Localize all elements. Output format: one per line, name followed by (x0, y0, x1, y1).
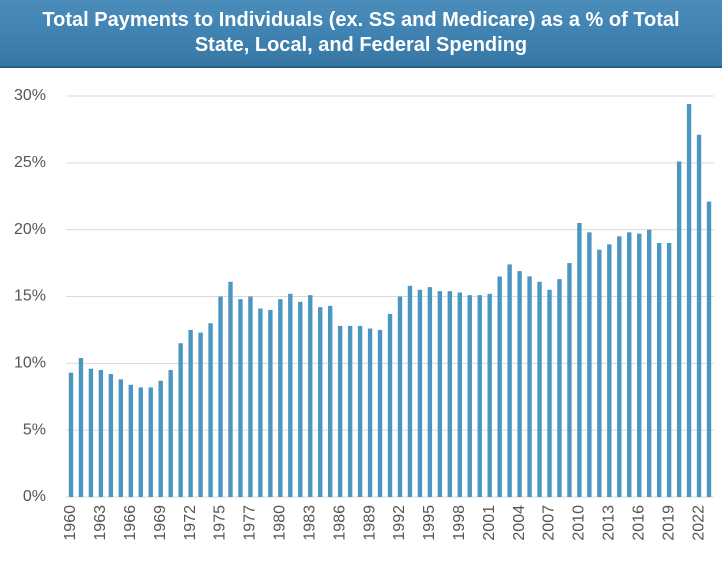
bar (318, 307, 323, 497)
bar (567, 263, 572, 497)
bar (706, 201, 712, 497)
x-tick-label: 2007 (541, 505, 558, 541)
x-tick-label: 1998 (451, 505, 468, 541)
x-tick-label: 2001 (481, 505, 498, 541)
bar (537, 281, 542, 497)
bar (298, 301, 303, 497)
bar (617, 236, 622, 497)
x-tick-label: 1992 (391, 505, 408, 541)
bar (676, 161, 682, 497)
x-tick-label: 1977 (242, 505, 259, 541)
y-tick-label: 10% (14, 355, 46, 372)
bar (656, 243, 662, 497)
x-tick-label: 1983 (301, 505, 318, 541)
x-tick-label: 2004 (511, 505, 528, 541)
x-tick-label: 1986 (331, 505, 348, 541)
y-tick-label: 30% (14, 87, 46, 104)
bar (407, 285, 413, 497)
x-tick-label: 2016 (630, 505, 647, 541)
bar (78, 357, 84, 497)
bar (397, 296, 403, 497)
bar (208, 323, 213, 497)
bar (148, 387, 153, 497)
bar (68, 372, 74, 497)
bar (118, 379, 124, 497)
bar (637, 233, 642, 497)
bar (178, 343, 183, 497)
bar (228, 281, 233, 497)
bar (248, 296, 253, 497)
bar (577, 222, 582, 497)
bar (527, 276, 532, 497)
bar (497, 276, 502, 497)
bar (547, 289, 552, 497)
bar (327, 305, 333, 497)
bar (98, 370, 104, 497)
bar (587, 232, 592, 497)
x-tick-label: 1980 (272, 505, 289, 541)
bar (607, 244, 612, 497)
bar (696, 134, 702, 497)
bar (457, 292, 462, 497)
x-tick-label: 1963 (92, 505, 109, 541)
bar (337, 325, 343, 497)
bar (686, 104, 692, 498)
x-tick-label: 1975 (212, 505, 229, 541)
x-tick-label: 1995 (421, 505, 438, 541)
bar (417, 289, 423, 497)
bar (288, 293, 293, 497)
bar (427, 287, 433, 497)
bar (597, 249, 602, 497)
chart-title: Total Payments to Individuals (ex. SS an… (0, 0, 722, 68)
bar (158, 380, 163, 497)
y-tick-label: 20% (14, 221, 46, 238)
bar (447, 291, 453, 497)
bar (666, 243, 672, 497)
bar (258, 308, 263, 497)
bar (517, 271, 522, 497)
y-tick-label: 0% (23, 488, 46, 505)
x-tick-label: 1966 (122, 505, 139, 541)
x-tick-label: 1960 (62, 505, 79, 541)
bar (487, 293, 492, 497)
bar (188, 329, 193, 497)
bar (557, 279, 562, 497)
bar (627, 232, 632, 497)
y-tick-label: 15% (14, 288, 46, 305)
bar (387, 313, 393, 497)
bar (437, 291, 443, 497)
y-tick-label: 5% (23, 421, 46, 438)
x-tick-label: 1989 (361, 505, 378, 541)
bar (647, 229, 652, 497)
x-tick-label: 2010 (571, 505, 588, 541)
bar (88, 368, 94, 497)
bar (218, 296, 223, 497)
bar (108, 374, 114, 497)
bar (477, 295, 482, 497)
x-tick-label: 1972 (182, 505, 199, 541)
bar (138, 387, 143, 497)
bar (347, 325, 353, 497)
bar (357, 325, 363, 497)
bar (467, 295, 472, 497)
bar (168, 370, 173, 497)
bar (507, 264, 512, 497)
bar (367, 328, 373, 497)
x-tick-label: 2013 (601, 505, 618, 541)
bar (128, 384, 133, 497)
bar (308, 295, 313, 497)
x-tick-label: 1969 (152, 505, 169, 541)
x-tick-label: 2019 (660, 505, 677, 541)
bar (377, 329, 383, 497)
x-tick-label: 2022 (690, 505, 707, 541)
bar (278, 299, 283, 497)
bar (268, 309, 273, 497)
bar (238, 299, 243, 497)
bar (198, 332, 203, 497)
y-tick-label: 25% (14, 154, 46, 171)
